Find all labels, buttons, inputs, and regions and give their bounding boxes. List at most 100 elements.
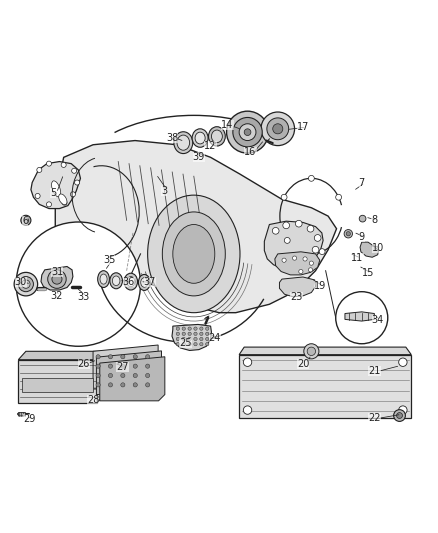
Circle shape — [282, 258, 286, 262]
Text: 6: 6 — [22, 216, 28, 226]
Circle shape — [293, 256, 297, 260]
Text: 9: 9 — [359, 232, 365, 242]
Circle shape — [267, 118, 289, 140]
Circle shape — [96, 364, 100, 368]
Circle shape — [336, 292, 388, 344]
Polygon shape — [172, 325, 212, 351]
Text: 19: 19 — [314, 281, 326, 291]
Circle shape — [244, 358, 252, 366]
Circle shape — [194, 327, 197, 330]
Circle shape — [23, 218, 28, 223]
Text: 28: 28 — [87, 395, 99, 405]
Text: 32: 32 — [50, 291, 62, 301]
Circle shape — [18, 277, 33, 292]
Circle shape — [319, 249, 325, 255]
Polygon shape — [100, 357, 165, 401]
Circle shape — [176, 337, 180, 341]
Text: 3: 3 — [161, 186, 167, 196]
Text: 11: 11 — [351, 253, 364, 263]
Circle shape — [188, 327, 191, 330]
Circle shape — [308, 268, 313, 272]
Circle shape — [108, 383, 113, 387]
Text: 33: 33 — [78, 292, 90, 302]
Circle shape — [200, 343, 203, 346]
Circle shape — [346, 232, 350, 236]
Text: 5: 5 — [50, 188, 57, 198]
Circle shape — [108, 374, 113, 377]
Circle shape — [295, 220, 302, 227]
Ellipse shape — [124, 273, 138, 290]
Ellipse shape — [212, 130, 223, 143]
Circle shape — [62, 200, 67, 205]
Circle shape — [182, 332, 185, 335]
Circle shape — [182, 327, 185, 330]
Ellipse shape — [100, 274, 107, 284]
Text: 23: 23 — [290, 292, 303, 302]
Polygon shape — [279, 277, 315, 297]
Circle shape — [309, 261, 314, 265]
Circle shape — [281, 195, 287, 200]
Circle shape — [121, 374, 125, 377]
Text: 25: 25 — [179, 338, 192, 348]
Circle shape — [307, 347, 315, 356]
Text: 12: 12 — [205, 141, 217, 151]
Ellipse shape — [177, 135, 190, 150]
Polygon shape — [239, 354, 411, 418]
Text: 37: 37 — [144, 278, 156, 287]
Circle shape — [188, 343, 191, 346]
Circle shape — [35, 193, 40, 198]
Ellipse shape — [174, 132, 193, 154]
Text: 26: 26 — [78, 359, 90, 369]
Text: 14: 14 — [221, 120, 233, 131]
Ellipse shape — [127, 277, 135, 287]
Circle shape — [14, 272, 38, 296]
Polygon shape — [265, 221, 323, 269]
Circle shape — [108, 354, 113, 359]
Ellipse shape — [110, 273, 123, 289]
Circle shape — [121, 364, 125, 368]
Circle shape — [244, 406, 252, 414]
Circle shape — [303, 257, 307, 261]
Circle shape — [194, 337, 197, 341]
Circle shape — [133, 374, 138, 377]
Circle shape — [244, 129, 251, 135]
Circle shape — [314, 235, 321, 241]
Circle shape — [194, 332, 197, 335]
Circle shape — [145, 383, 150, 387]
Circle shape — [399, 358, 407, 366]
Polygon shape — [18, 351, 105, 360]
Text: 30: 30 — [15, 278, 27, 287]
Circle shape — [308, 175, 314, 181]
Text: 27: 27 — [116, 362, 129, 372]
Circle shape — [176, 327, 180, 330]
Circle shape — [205, 343, 209, 346]
Circle shape — [71, 192, 75, 197]
Ellipse shape — [141, 278, 148, 287]
Circle shape — [284, 238, 290, 244]
Circle shape — [205, 332, 209, 335]
Circle shape — [394, 410, 406, 422]
Ellipse shape — [52, 181, 61, 197]
Circle shape — [46, 161, 52, 166]
Circle shape — [133, 354, 138, 359]
Polygon shape — [18, 413, 26, 416]
Polygon shape — [96, 351, 162, 394]
Circle shape — [273, 124, 283, 134]
Text: 8: 8 — [371, 215, 378, 225]
Circle shape — [72, 168, 77, 173]
Ellipse shape — [138, 274, 150, 290]
Text: 38: 38 — [166, 133, 178, 143]
Polygon shape — [345, 312, 374, 321]
Circle shape — [176, 332, 180, 335]
Circle shape — [21, 215, 31, 225]
Circle shape — [46, 202, 52, 207]
Text: 39: 39 — [193, 151, 205, 161]
Circle shape — [133, 383, 138, 387]
Text: 10: 10 — [372, 243, 385, 253]
Ellipse shape — [162, 212, 225, 296]
Text: 21: 21 — [368, 367, 381, 376]
Circle shape — [145, 354, 150, 359]
Circle shape — [176, 343, 180, 346]
Polygon shape — [239, 347, 411, 354]
Text: 29: 29 — [23, 414, 35, 424]
